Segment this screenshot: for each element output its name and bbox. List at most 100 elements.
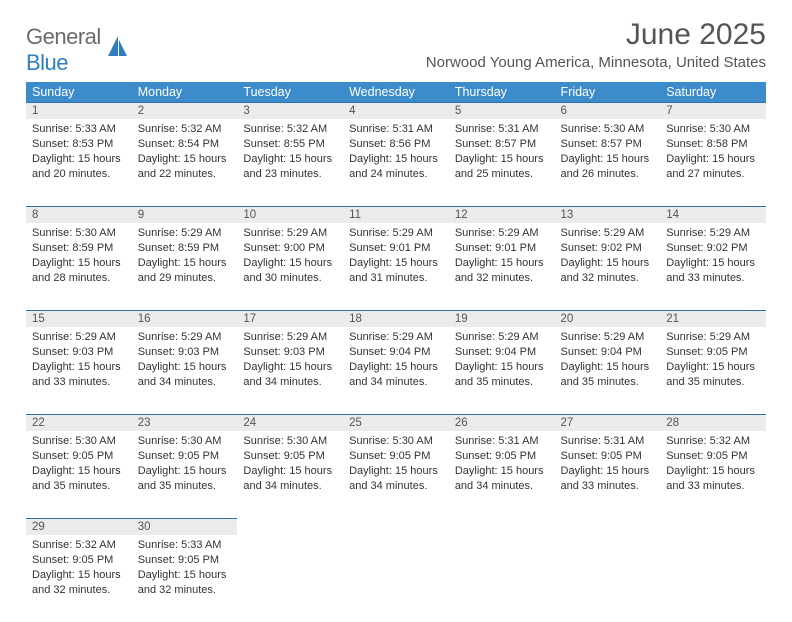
day-number: 7 bbox=[660, 102, 766, 119]
day-number: 28 bbox=[660, 414, 766, 431]
day-content: Sunrise: 5:30 AMSunset: 8:57 PMDaylight:… bbox=[555, 119, 661, 185]
sunrise-line: Sunrise: 5:30 AM bbox=[138, 434, 232, 449]
calendar-cell: Sunrise: 5:30 AMSunset: 9:05 PMDaylight:… bbox=[237, 431, 343, 518]
day-number: 18 bbox=[343, 310, 449, 327]
calendar-cell: 21 bbox=[660, 310, 766, 327]
calendar-cell: Sunrise: 5:30 AMSunset: 8:58 PMDaylight:… bbox=[660, 119, 766, 206]
sunrise-line: Sunrise: 5:29 AM bbox=[138, 226, 232, 241]
sunrise-line: Sunrise: 5:31 AM bbox=[455, 434, 549, 449]
sunset-line: Sunset: 8:54 PM bbox=[138, 137, 232, 152]
calendar-cell: Sunrise: 5:31 AMSunset: 8:57 PMDaylight:… bbox=[449, 119, 555, 206]
sunrise-line: Sunrise: 5:29 AM bbox=[138, 330, 232, 345]
daylight-line: Daylight: 15 hours and 29 minutes. bbox=[138, 256, 232, 286]
sunset-line: Sunset: 9:00 PM bbox=[243, 241, 337, 256]
calendar-cell: Sunrise: 5:30 AMSunset: 9:05 PMDaylight:… bbox=[26, 431, 132, 518]
daylight-line: Daylight: 15 hours and 24 minutes. bbox=[349, 152, 443, 182]
daylight-line: Daylight: 15 hours and 28 minutes. bbox=[32, 256, 126, 286]
day-content: Sunrise: 5:31 AMSunset: 9:05 PMDaylight:… bbox=[449, 431, 555, 497]
calendar-cell: Sunrise: 5:29 AMSunset: 9:01 PMDaylight:… bbox=[449, 223, 555, 310]
day-number: 11 bbox=[343, 206, 449, 223]
week-number-row: 891011121314 bbox=[26, 206, 766, 223]
calendar-cell: 28 bbox=[660, 414, 766, 431]
calendar-cell: Sunrise: 5:29 AMSunset: 9:02 PMDaylight:… bbox=[555, 223, 661, 310]
calendar-cell: 6 bbox=[555, 102, 661, 119]
sunset-line: Sunset: 9:05 PM bbox=[561, 449, 655, 464]
week-number-row: 1234567 bbox=[26, 102, 766, 119]
sunset-line: Sunset: 9:03 PM bbox=[32, 345, 126, 360]
column-header: Monday bbox=[132, 82, 238, 102]
day-number: 21 bbox=[660, 310, 766, 327]
sunset-line: Sunset: 9:02 PM bbox=[561, 241, 655, 256]
calendar-cell: Sunrise: 5:29 AMSunset: 9:03 PMDaylight:… bbox=[26, 327, 132, 414]
sunset-line: Sunset: 9:05 PM bbox=[243, 449, 337, 464]
calendar-cell: 30 bbox=[132, 518, 238, 535]
calendar-cell: 9 bbox=[132, 206, 238, 223]
day-content: Sunrise: 5:32 AMSunset: 9:05 PMDaylight:… bbox=[26, 535, 132, 601]
sunrise-line: Sunrise: 5:29 AM bbox=[243, 226, 337, 241]
sunrise-line: Sunrise: 5:31 AM bbox=[455, 122, 549, 137]
sunrise-line: Sunrise: 5:29 AM bbox=[666, 226, 760, 241]
sunrise-line: Sunrise: 5:33 AM bbox=[138, 538, 232, 553]
sunset-line: Sunset: 9:05 PM bbox=[138, 553, 232, 568]
calendar-cell: 24 bbox=[237, 414, 343, 431]
column-header: Wednesday bbox=[343, 82, 449, 102]
daylight-line: Daylight: 15 hours and 26 minutes. bbox=[561, 152, 655, 182]
calendar-cell bbox=[237, 518, 343, 535]
daylight-line: Daylight: 15 hours and 30 minutes. bbox=[243, 256, 337, 286]
sunset-line: Sunset: 9:03 PM bbox=[243, 345, 337, 360]
calendar-cell: Sunrise: 5:30 AMSunset: 8:59 PMDaylight:… bbox=[26, 223, 132, 310]
day-number: 17 bbox=[237, 310, 343, 327]
day-number: 24 bbox=[237, 414, 343, 431]
calendar-cell: Sunrise: 5:32 AMSunset: 8:55 PMDaylight:… bbox=[237, 119, 343, 206]
calendar-table: SundayMondayTuesdayWednesdayThursdayFrid… bbox=[26, 82, 766, 622]
day-content: Sunrise: 5:33 AMSunset: 9:05 PMDaylight:… bbox=[132, 535, 238, 601]
calendar-cell: 10 bbox=[237, 206, 343, 223]
sunrise-line: Sunrise: 5:33 AM bbox=[32, 122, 126, 137]
day-number: 15 bbox=[26, 310, 132, 327]
calendar-cell: 12 bbox=[449, 206, 555, 223]
sunrise-line: Sunrise: 5:29 AM bbox=[32, 330, 126, 345]
daylight-line: Daylight: 15 hours and 34 minutes. bbox=[455, 464, 549, 494]
calendar-cell bbox=[660, 518, 766, 535]
week-content-row: Sunrise: 5:33 AMSunset: 8:53 PMDaylight:… bbox=[26, 119, 766, 206]
header: General Blue June 2025 Norwood Young Ame… bbox=[26, 18, 766, 76]
calendar-cell: Sunrise: 5:32 AMSunset: 9:05 PMDaylight:… bbox=[26, 535, 132, 622]
sunrise-line: Sunrise: 5:29 AM bbox=[349, 226, 443, 241]
day-content: Sunrise: 5:29 AMSunset: 9:00 PMDaylight:… bbox=[237, 223, 343, 289]
column-header: Tuesday bbox=[237, 82, 343, 102]
day-content: Sunrise: 5:33 AMSunset: 8:53 PMDaylight:… bbox=[26, 119, 132, 185]
daylight-line: Daylight: 15 hours and 34 minutes. bbox=[349, 464, 443, 494]
day-number: 26 bbox=[449, 414, 555, 431]
sunset-line: Sunset: 9:03 PM bbox=[138, 345, 232, 360]
calendar-cell: Sunrise: 5:30 AMSunset: 9:05 PMDaylight:… bbox=[132, 431, 238, 518]
calendar-cell bbox=[343, 518, 449, 535]
column-header: Sunday bbox=[26, 82, 132, 102]
calendar-cell: 11 bbox=[343, 206, 449, 223]
calendar-body: 1234567Sunrise: 5:33 AMSunset: 8:53 PMDa… bbox=[26, 102, 766, 622]
daylight-line: Daylight: 15 hours and 35 minutes. bbox=[561, 360, 655, 390]
sunrise-line: Sunrise: 5:31 AM bbox=[349, 122, 443, 137]
calendar-cell: 26 bbox=[449, 414, 555, 431]
daylight-line: Daylight: 15 hours and 35 minutes. bbox=[138, 464, 232, 494]
calendar-cell: Sunrise: 5:33 AMSunset: 9:05 PMDaylight:… bbox=[132, 535, 238, 622]
calendar-cell: Sunrise: 5:29 AMSunset: 8:59 PMDaylight:… bbox=[132, 223, 238, 310]
daylight-line: Daylight: 15 hours and 35 minutes. bbox=[455, 360, 549, 390]
day-number: 5 bbox=[449, 102, 555, 119]
daylight-line: Daylight: 15 hours and 32 minutes. bbox=[455, 256, 549, 286]
sunrise-line: Sunrise: 5:32 AM bbox=[138, 122, 232, 137]
week-number-row: 15161718192021 bbox=[26, 310, 766, 327]
sunset-line: Sunset: 9:05 PM bbox=[32, 553, 126, 568]
week-content-row: Sunrise: 5:29 AMSunset: 9:03 PMDaylight:… bbox=[26, 327, 766, 414]
day-content: Sunrise: 5:31 AMSunset: 8:57 PMDaylight:… bbox=[449, 119, 555, 185]
sunset-line: Sunset: 9:05 PM bbox=[455, 449, 549, 464]
day-number: 25 bbox=[343, 414, 449, 431]
calendar-cell: Sunrise: 5:29 AMSunset: 9:04 PMDaylight:… bbox=[555, 327, 661, 414]
calendar-cell: 19 bbox=[449, 310, 555, 327]
week-content-row: Sunrise: 5:30 AMSunset: 9:05 PMDaylight:… bbox=[26, 431, 766, 518]
calendar-cell: Sunrise: 5:30 AMSunset: 8:57 PMDaylight:… bbox=[555, 119, 661, 206]
daylight-line: Daylight: 15 hours and 33 minutes. bbox=[32, 360, 126, 390]
calendar-cell: 29 bbox=[26, 518, 132, 535]
day-content: Sunrise: 5:29 AMSunset: 9:04 PMDaylight:… bbox=[343, 327, 449, 393]
page-container: General Blue June 2025 Norwood Young Ame… bbox=[0, 0, 792, 612]
calendar-cell bbox=[555, 518, 661, 535]
